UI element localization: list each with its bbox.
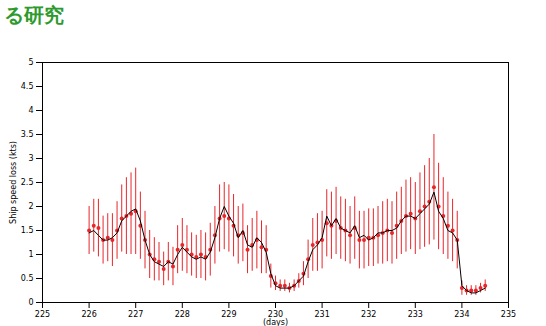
svg-text:2.5: 2.5 (21, 178, 34, 187)
svg-text:1.5: 1.5 (21, 226, 34, 235)
svg-text:0: 0 (28, 298, 33, 307)
svg-text:234: 234 (454, 310, 469, 319)
svg-text:231: 231 (314, 310, 329, 319)
svg-text:230: 230 (267, 310, 284, 320)
svg-text:2: 2 (28, 202, 33, 211)
svg-text:227: 227 (128, 310, 143, 319)
svg-text:3: 3 (28, 154, 33, 163)
svg-text:225: 225 (35, 310, 50, 319)
svg-text:226: 226 (81, 310, 96, 319)
svg-text:Ship speed loss (kts): Ship speed loss (kts) (9, 141, 18, 224)
svg-text:228: 228 (175, 310, 190, 319)
svg-text:233: 233 (408, 310, 423, 319)
svg-text:4: 4 (28, 106, 33, 115)
svg-text:235: 235 (501, 310, 516, 319)
svg-text:232: 232 (361, 310, 376, 319)
svg-text:3.5: 3.5 (21, 130, 34, 139)
svg-text:229: 229 (221, 310, 236, 319)
svg-text:5: 5 (28, 58, 33, 67)
svg-text:0.5: 0.5 (21, 274, 34, 283)
svg-text:4.5: 4.5 (21, 82, 34, 91)
svg-text:1: 1 (28, 250, 33, 259)
html-text:る研究: る研究 (4, 3, 64, 27)
svg-text:(days): (days) (263, 318, 288, 326)
